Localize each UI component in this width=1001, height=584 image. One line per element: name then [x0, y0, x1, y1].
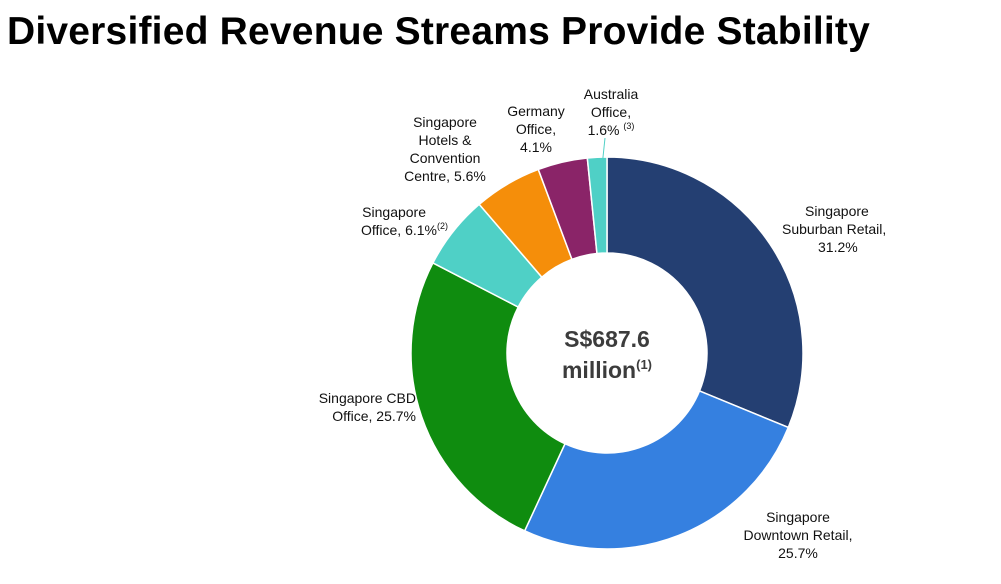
page-title: Diversified Revenue Streams Provide Stab…	[7, 10, 871, 53]
slice-label-downtown-retail: Singapore Downtown Retail, 25.7%	[733, 508, 863, 562]
slice-label-singapore-office: Singapore Office, 6.1%(2)	[320, 203, 448, 239]
leader-line-australia	[597, 137, 606, 206]
donut-slice-australia-office	[586, 156, 608, 255]
slice-label-hotels-convention: Singapore Hotels & Convention Centre, 5.…	[392, 113, 498, 185]
slice-label-line: Singapore	[766, 509, 830, 525]
donut-slice-downtown-retail	[523, 389, 790, 550]
slice-label-cbd-office: Singapore CBD Office, 25.7%	[296, 389, 416, 425]
slice-label-line: Singapore	[413, 114, 477, 130]
slice-label-line: Office, 6.1%	[360, 222, 437, 238]
slice-label-line: 25.7%	[778, 545, 818, 561]
slice-label-line: Australia	[583, 86, 639, 102]
slice-label-line: Singapore	[362, 204, 426, 220]
slice-label-line: Suburban Retail,	[782, 221, 887, 237]
footnote-marker: (1)	[636, 357, 652, 372]
slice-label-line: Office, 25.7%	[332, 408, 416, 424]
slice-label-line: 31.2%	[818, 239, 858, 255]
slice-label-line: Office,	[515, 121, 557, 137]
slice-label-line: Singapore	[805, 203, 869, 219]
slice-label-line: Office,	[590, 104, 632, 120]
slice-label-suburban-retail: Singapore Suburban Retail, 31.2%	[782, 202, 886, 256]
center-unit: million	[561, 357, 637, 383]
slice-label-line: Singapore CBD	[318, 390, 416, 406]
slice-label-line: Downtown Retail,	[743, 527, 853, 543]
donut-slice-suburban-retail	[606, 156, 804, 429]
slice-label-line: Centre, 5.6%	[404, 168, 486, 184]
donut-center-label: S$687.6 million(1)	[511, 324, 703, 386]
slice-label-line: 1.6%	[587, 122, 620, 138]
slice-label-line: Convention	[409, 150, 481, 166]
footnote-marker: (3)	[623, 121, 635, 131]
slice-label-line: 4.1%	[520, 139, 552, 155]
slice-label-line: Germany	[507, 103, 565, 119]
slice-label-line: Hotels &	[418, 132, 472, 148]
center-amount: S$687.6	[564, 326, 650, 352]
footnote-marker: (2)	[437, 221, 448, 231]
donut-slice-cbd-office	[410, 261, 566, 532]
slice-label-germany-office: Germany Office, 4.1%	[496, 102, 576, 156]
slice-label-australia-office: Australia Office, 1.6% (3)	[568, 85, 654, 139]
